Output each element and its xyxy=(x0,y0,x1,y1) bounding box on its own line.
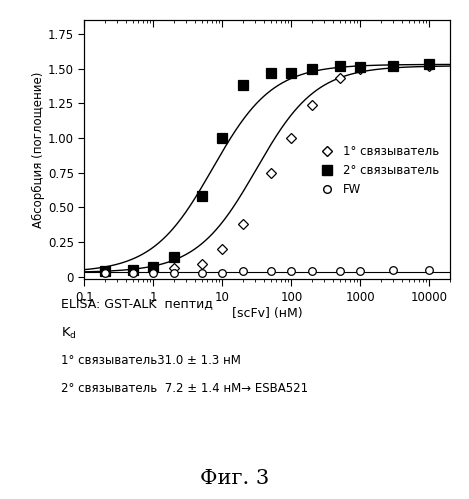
Text: Фиг. 3: Фиг. 3 xyxy=(200,469,269,488)
X-axis label: [scFv] (нМ): [scFv] (нМ) xyxy=(232,307,303,320)
Text: ELISA: GST-ALK  пептид: ELISA: GST-ALK пептид xyxy=(61,297,213,310)
Text: 1° связыватель31.0 ± 1.3 нМ: 1° связыватель31.0 ± 1.3 нМ xyxy=(61,354,241,367)
Text: 2° связыватель  7.2 ± 1.4 нМ→ ESBA521: 2° связыватель 7.2 ± 1.4 нМ→ ESBA521 xyxy=(61,382,308,395)
Text: K$_\mathrm{d}$: K$_\mathrm{d}$ xyxy=(61,326,77,341)
Y-axis label: Абсорбция (поглощение): Абсорбция (поглощение) xyxy=(32,71,45,228)
Legend: 1° связыватель, 2° связыватель, FW: 1° связыватель, 2° связыватель, FW xyxy=(310,141,444,201)
